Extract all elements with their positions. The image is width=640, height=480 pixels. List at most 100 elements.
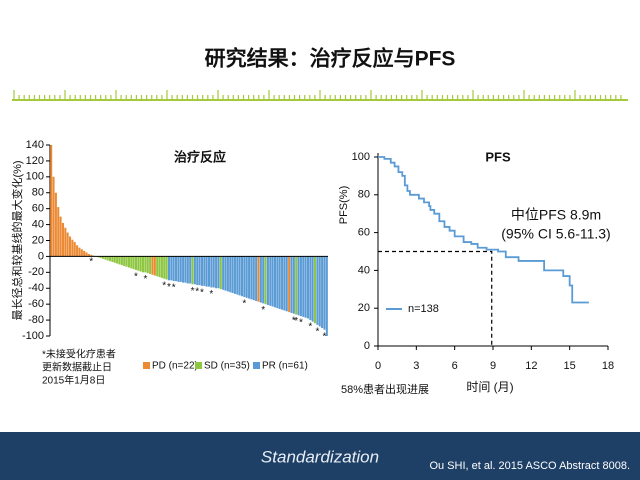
citation: Ou SHI, et al. 2015 ASCO Abstract 8008. [429,460,630,472]
bar [54,192,57,257]
y-tick-label: 20 [32,234,44,246]
y-tick-label: 140 [26,139,44,151]
bar [285,256,288,312]
bar [71,239,74,257]
bar [130,256,133,269]
bar [149,256,152,274]
logo: Standardization [261,447,379,466]
bar [198,256,201,286]
bar [318,256,321,327]
legend-label: PD (n=22) [152,361,198,372]
annotation: 中位PFS 8.9m [511,207,601,223]
bar [120,256,123,266]
bar [233,256,236,294]
footnote: 2015年1月8日 [42,374,105,387]
bar [264,256,267,305]
bar [106,256,109,261]
bar [269,256,272,306]
asterisk: * [143,274,147,285]
bar [137,256,140,271]
asterisk: * [134,272,138,283]
y-tick-label: -100 [22,330,44,342]
slide-title: 研究结果：治疗反应与PFS [205,47,456,71]
bar [205,256,208,287]
bar [175,256,178,282]
bar [288,256,291,313]
bar [321,256,324,329]
asterisk: * [172,283,176,294]
y-tick-label: 60 [358,227,370,239]
bar [109,256,112,262]
y-tick-label: 80 [32,187,44,199]
bar [304,256,307,318]
bar [163,256,166,279]
bar [57,207,60,257]
bar [219,256,222,290]
asterisk: * [195,287,199,298]
bar [236,256,239,295]
y-tick-label: 20 [358,302,370,314]
bar [309,256,312,321]
y-tick-label: 0 [364,340,370,352]
bar [172,256,175,282]
bar [73,242,76,257]
bar [134,256,138,270]
y-tick-label: 40 [32,218,44,230]
bar [142,256,145,273]
bar [101,256,105,259]
asterisk: * [89,256,93,267]
bar [90,254,93,257]
bar [229,256,232,293]
bar [111,256,114,262]
bar [179,256,182,282]
bar [252,256,255,301]
bar [281,256,284,310]
bar [186,256,189,284]
legend-label: n=138 [408,303,439,315]
bar [85,252,88,257]
bar [167,256,171,281]
bar [283,256,286,311]
bar [132,256,135,270]
bar [311,256,314,322]
asterisk: * [162,280,166,291]
footnote: *未接受化疗患者 [42,348,116,361]
legend-swatch [253,362,260,369]
bar [151,256,154,275]
bar [182,256,185,283]
bar [212,256,215,288]
y-tick-label: 100 [352,151,370,163]
bar [146,256,149,274]
legend-label: PR (n=61) [262,361,308,372]
y-tick-label: 60 [32,203,44,215]
bar [80,249,83,257]
bar [255,256,258,301]
bar [76,245,79,257]
x-tick-label: 12 [525,360,537,372]
bar [193,256,196,285]
y-tick-label: 40 [358,264,370,276]
bar [245,256,248,298]
bar [314,256,317,324]
footnote: 更新数据截止日 [42,361,112,374]
asterisk: * [209,289,213,300]
bar [83,250,86,257]
asterisk: * [191,286,195,297]
legend-swatch [143,362,150,369]
chart-title: PFS [485,149,511,164]
bar [160,256,163,278]
bar [231,256,234,294]
bar [238,256,241,296]
bar [191,256,194,285]
bar [297,256,300,316]
bar [196,256,199,286]
asterisk: * [308,322,312,333]
asterisk: * [261,305,265,316]
bar [226,256,229,292]
legend-label: SD (n=35) [204,361,250,372]
bar [316,256,319,325]
bar [50,145,53,257]
asterisk: * [200,288,204,299]
bar [278,256,281,309]
